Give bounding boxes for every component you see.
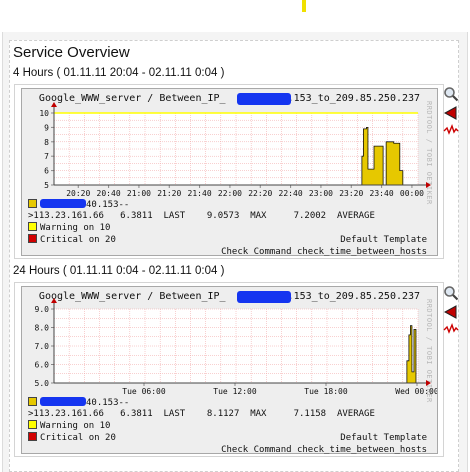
red-triangle-icon[interactable] [443, 105, 459, 121]
magnifier-icon[interactable] [443, 86, 459, 102]
x-tick-label: Tue 18:00 [304, 387, 348, 396]
x-tick-label: 23:00 [309, 189, 333, 198]
y-tick-label: 6.0 [35, 361, 50, 370]
red-triangle-icon[interactable] [443, 304, 459, 320]
legend-swatch-warning [28, 420, 37, 429]
x-tick-label: 21:00 [127, 189, 151, 198]
legend-swatch-critical [28, 432, 37, 441]
y-tick-label: 5 [44, 181, 49, 190]
check-command-label: Check Command check_time_between_hosts [221, 246, 427, 258]
template-label: Default Template [221, 432, 427, 444]
y-axis-arrow [51, 298, 57, 303]
check-command-label: Check Command check_time_between_hosts [221, 444, 427, 456]
y-tick-label: 5.0 [35, 379, 50, 388]
x-tick-label: 22:00 [218, 189, 242, 198]
x-tick-label: 00:00 [400, 189, 424, 198]
x-tick-label: 20:40 [97, 189, 121, 198]
y-tick-label: 9 [44, 123, 49, 132]
graph-4-hours[interactable]: Google_WWW_server / Between_IP_40.153_to… [14, 84, 444, 259]
x-tick-label: 21:40 [188, 189, 212, 198]
legend-row-warning: Warning on 10 [28, 420, 437, 432]
section-title: Service Overview [13, 44, 130, 61]
template-label: Default Template [221, 234, 427, 246]
period-label-24-hours: 24 Hours ( 01.11.11 0:04 - 02.11.11 0:04… [13, 265, 224, 277]
y-axis-arrow [51, 102, 57, 107]
red-squiggle-icon[interactable] [443, 321, 459, 337]
x-tick-label: 22:40 [279, 189, 303, 198]
x-tick-label: 23:20 [339, 189, 363, 198]
x-tick-label: 22:20 [248, 189, 272, 198]
legend-row-series: 40.153-->113.23.161.66 6.3811 LAST 9.057… [28, 199, 437, 222]
rrd-graph-image: Google_WWW_server / Between_IP_40.153_to… [21, 286, 438, 454]
x-tick-label: 23:40 [370, 189, 394, 198]
y-tick-label: 8 [44, 138, 49, 147]
x-axis-arrow [426, 182, 431, 188]
redaction-mark [40, 397, 86, 406]
x-tick-label: Tue 12:00 [213, 387, 257, 396]
x-tick-label: Tue 06:00 [122, 387, 166, 396]
legend-swatch-critical [28, 234, 37, 243]
y-tick-label: 6 [44, 167, 49, 176]
red-squiggle-icon[interactable] [443, 122, 459, 138]
y-tick-label: 10 [39, 109, 49, 118]
graph-24-hours[interactable]: Google_WWW_server / Between_IP_40.153_to… [14, 282, 444, 457]
top-yellow-mark [302, 0, 306, 12]
x-tick-label: Wed 00:00 [395, 387, 437, 396]
y-tick-label: 7.0 [35, 342, 50, 351]
magnifier-icon[interactable] [443, 285, 459, 301]
y-tick-label: 8.0 [35, 324, 50, 333]
x-tick-label: 21:20 [157, 189, 181, 198]
graph-info: Default Template Check Command check_tim… [221, 432, 427, 456]
y-tick-label: 9.0 [35, 305, 50, 314]
x-tick-label: 20:20 [66, 189, 90, 198]
redaction-mark [40, 199, 86, 208]
legend-swatch-area [28, 397, 37, 406]
y-tick-label: 7 [44, 152, 49, 161]
legend-row-warning: Warning on 10 [28, 222, 437, 234]
legend-swatch-area [28, 199, 37, 208]
legend-swatch-warning [28, 222, 37, 231]
period-label-4-hours: 4 Hours ( 01.11.11 20:04 - 02.11.11 0:04… [13, 67, 224, 79]
rrd-graph-image: Google_WWW_server / Between_IP_40.153_to… [21, 88, 438, 256]
legend-row-series: 40.153-->113.23.161.66 6.3811 LAST 8.112… [28, 397, 437, 420]
graph-info: Default Template Check Command check_tim… [221, 234, 427, 258]
x-axis-arrow [426, 380, 431, 386]
